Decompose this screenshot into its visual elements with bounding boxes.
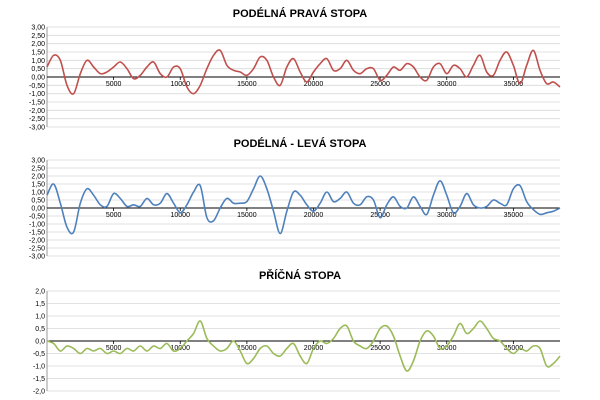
y-tick-label: 2,50	[31, 166, 45, 173]
x-tick-label: 5000	[106, 81, 122, 88]
y-tick-label: -1,0	[33, 364, 45, 371]
y-tick-label: 2,00	[31, 174, 45, 181]
y-tick-label: 0,5	[35, 326, 45, 333]
y-tick-label: 2,50	[31, 33, 45, 40]
y-tick-label: -1,5	[33, 376, 45, 383]
x-tick-label: 35000	[504, 81, 524, 88]
chart-title: PŘÍČNÁ STOPA	[258, 270, 342, 282]
x-tick-label: 15000	[237, 212, 257, 219]
y-tick-label: -1,50	[29, 230, 45, 237]
x-tick-label: 25000	[370, 81, 390, 88]
y-tick-label: 2,0	[35, 289, 45, 296]
x-tick-label: 5000	[106, 345, 122, 352]
y-tick-label: 2,00	[31, 41, 45, 48]
y-tick-label: -1,00	[29, 91, 45, 98]
chart-right-track: 3,002,502,00 1,501,000,50 0,00-0,50-1,00 -1…	[29, 25, 561, 132]
y-tick-label: -2,50	[29, 246, 45, 253]
x-tick-label: 5000	[106, 212, 122, 219]
chart-panel-right-track: PODÉLNÁ PRAVÁ STOPA 3,00 2,50 2,00 1,50 1,00…	[0, 0, 600, 132]
x-tick-label: 35000	[504, 345, 524, 352]
series-line	[46, 49, 561, 95]
x-tick-label: 10000	[171, 81, 191, 88]
y-tick-label: 1,00	[31, 58, 45, 65]
x-tick-label: 25000	[370, 212, 390, 219]
x-tick-label: 10000	[171, 212, 191, 219]
chart-panel-cross-track: PŘÍČNÁ STOPA 2,0 1,5 1,0 0,5 0,0 -0,5 -1,0 -1,5…	[0, 264, 600, 400]
chart-panel-left-track: PODÉLNÁ - LEVÁ STOPA 3,00 2,50 2,00 1,50 1,0…	[0, 132, 600, 264]
y-tick-label: 1,50	[31, 50, 45, 57]
y-tick-label: -2,00	[29, 238, 45, 245]
y-tick-label: 0,0	[35, 339, 45, 346]
chart-title: PODÉLNÁ PRAVÁ STOPA	[232, 8, 368, 20]
x-tick-label: 30000	[437, 81, 457, 88]
x-tick-label: 15000	[237, 81, 257, 88]
y-tick-label: 1,0	[35, 314, 45, 321]
x-tick-label: 20000	[304, 81, 324, 88]
x-tick-label: 35000	[504, 212, 524, 219]
y-tick-label: 0,00	[31, 75, 45, 82]
series-line	[46, 175, 561, 235]
y-tick-label: -1,50	[29, 100, 45, 107]
y-tick-label: 3,00	[31, 25, 45, 32]
y-tick-label: 1,50	[31, 182, 45, 189]
chart-title: PODÉLNÁ - LEVÁ STOPA	[233, 138, 367, 150]
x-tick-label: 20000	[304, 212, 324, 219]
x-tick-label: 15000	[237, 345, 257, 352]
y-tick-label: 1,00	[31, 190, 45, 197]
y-tick-label: -1,00	[29, 222, 45, 229]
y-tick-label: 0,50	[31, 198, 45, 205]
y-tick-label: -0,50	[29, 214, 45, 221]
x-tick-label: 25000	[370, 345, 390, 352]
y-tick-label: 0,50	[31, 66, 45, 73]
y-tick-label: -0,5	[33, 351, 45, 358]
y-tick-label: -0,50	[29, 83, 45, 90]
y-tick-label: -3,00	[29, 254, 45, 261]
y-tick-label: -2,50	[29, 116, 45, 123]
x-tick-label: 30000	[437, 345, 457, 352]
y-tick-label: 1,5	[35, 301, 45, 308]
y-tick-label: -2,00	[29, 108, 45, 115]
x-tick-label: 30000	[437, 212, 457, 219]
chart-left-track: 3,002,502,001,501,000,500,00-0,50-1,00-1…	[29, 158, 561, 261]
y-tick-label: -3,00	[29, 125, 45, 132]
series-line	[46, 320, 561, 372]
y-tick-label: 0,00	[31, 206, 45, 213]
y-tick-label: -2,0	[33, 389, 45, 396]
y-tick-label: 3,00	[31, 158, 45, 165]
